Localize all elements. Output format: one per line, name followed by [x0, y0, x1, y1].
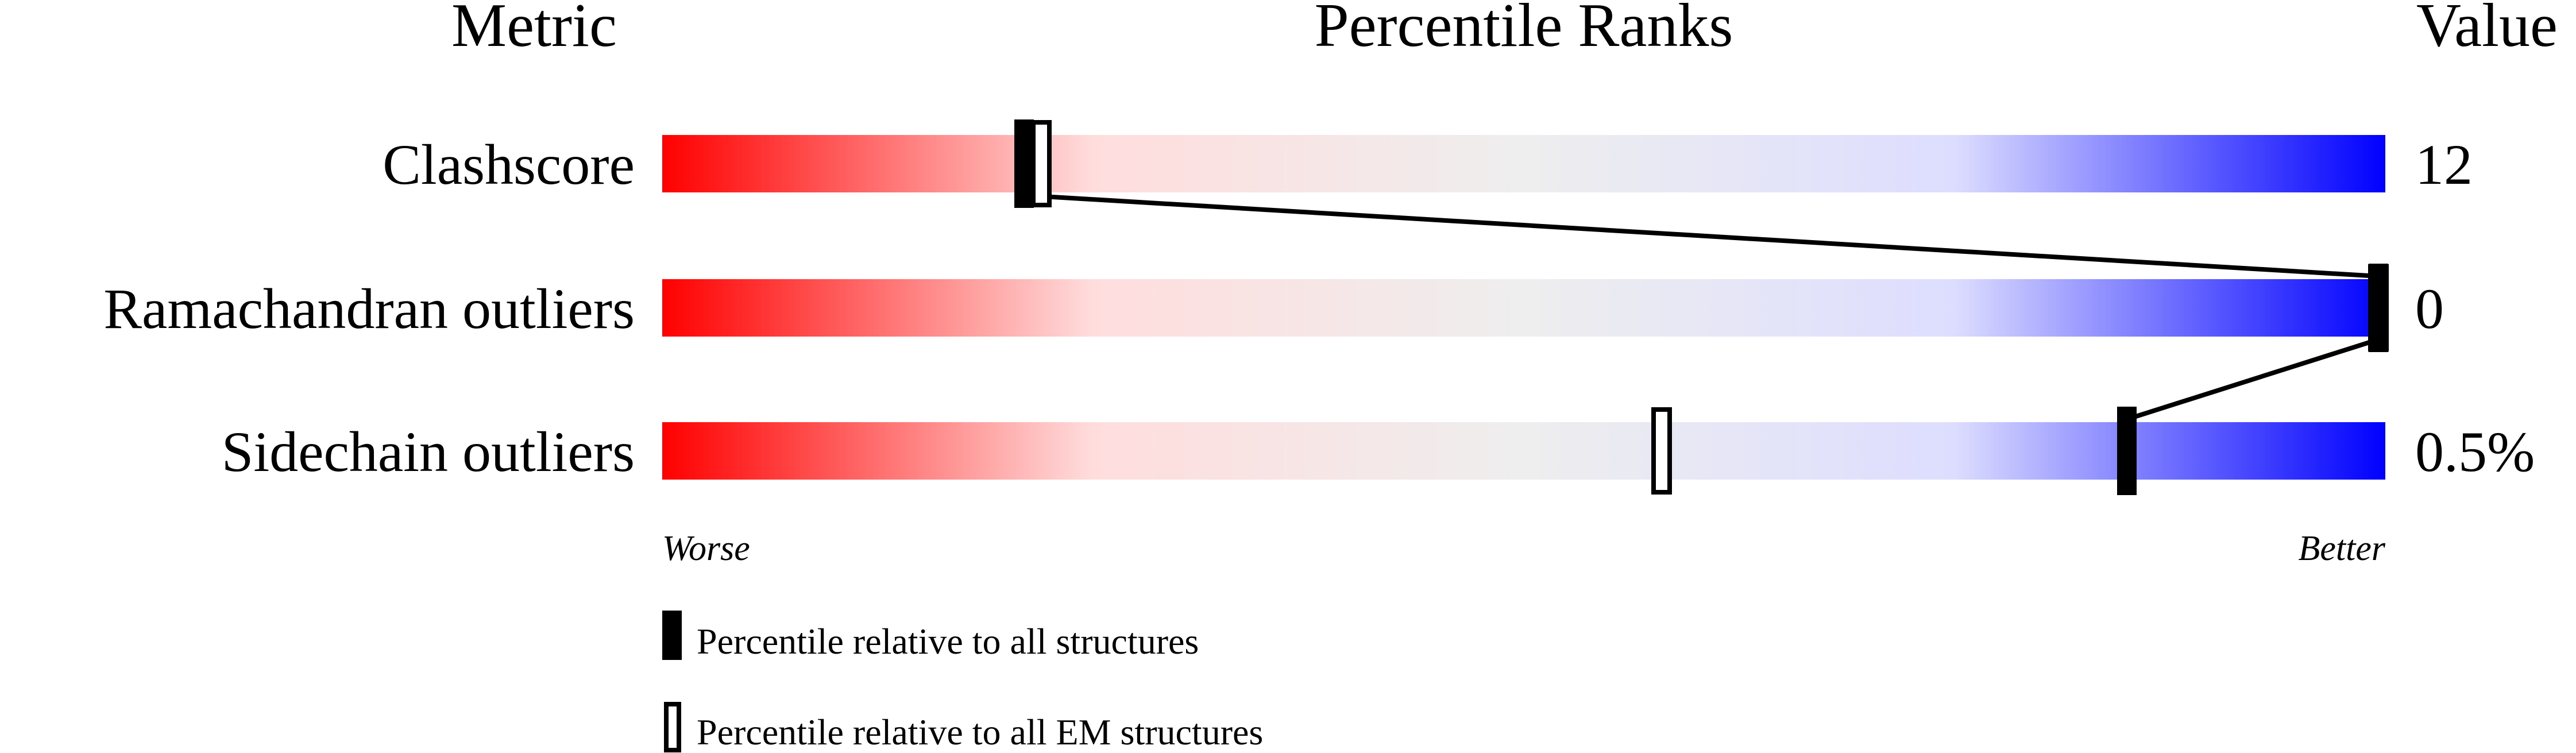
legend-em-structures: Percentile relative to all EM structures: [697, 712, 1263, 752]
percentile-bar: [662, 422, 2385, 480]
header-metric: Metric: [451, 0, 617, 60]
em-percentile-marker: [1031, 120, 1052, 207]
better-label: Better: [2299, 529, 2386, 568]
connector-line: [2126, 337, 2380, 422]
all-percentile-marker: [1014, 119, 1034, 208]
percentile-bar: [662, 135, 2385, 192]
metric-label: Ramachandran outliers: [103, 277, 635, 341]
connector-line: [1024, 193, 2379, 279]
all-percentile-marker: [2117, 407, 2137, 495]
legend-filled-marker: [662, 611, 682, 660]
all-percentile-marker: [2369, 264, 2388, 352]
percentile-bar: [662, 279, 2385, 337]
metric-label: Sidechain outliers: [222, 420, 635, 484]
worse-label: Worse: [662, 529, 750, 568]
metric-value: 0.5%: [2415, 420, 2535, 484]
legend-all-structures: Percentile relative to all structures: [697, 621, 1199, 662]
header-percentile-ranks: Percentile Ranks: [1315, 0, 1733, 60]
header-value: Value: [2416, 0, 2558, 60]
em-percentile-marker: [1651, 407, 1672, 495]
metric-value: 0: [2415, 277, 2444, 341]
legend-open-marker: [664, 702, 681, 752]
metric-value: 12: [2415, 133, 2473, 196]
metric-label: Clashscore: [383, 133, 635, 196]
